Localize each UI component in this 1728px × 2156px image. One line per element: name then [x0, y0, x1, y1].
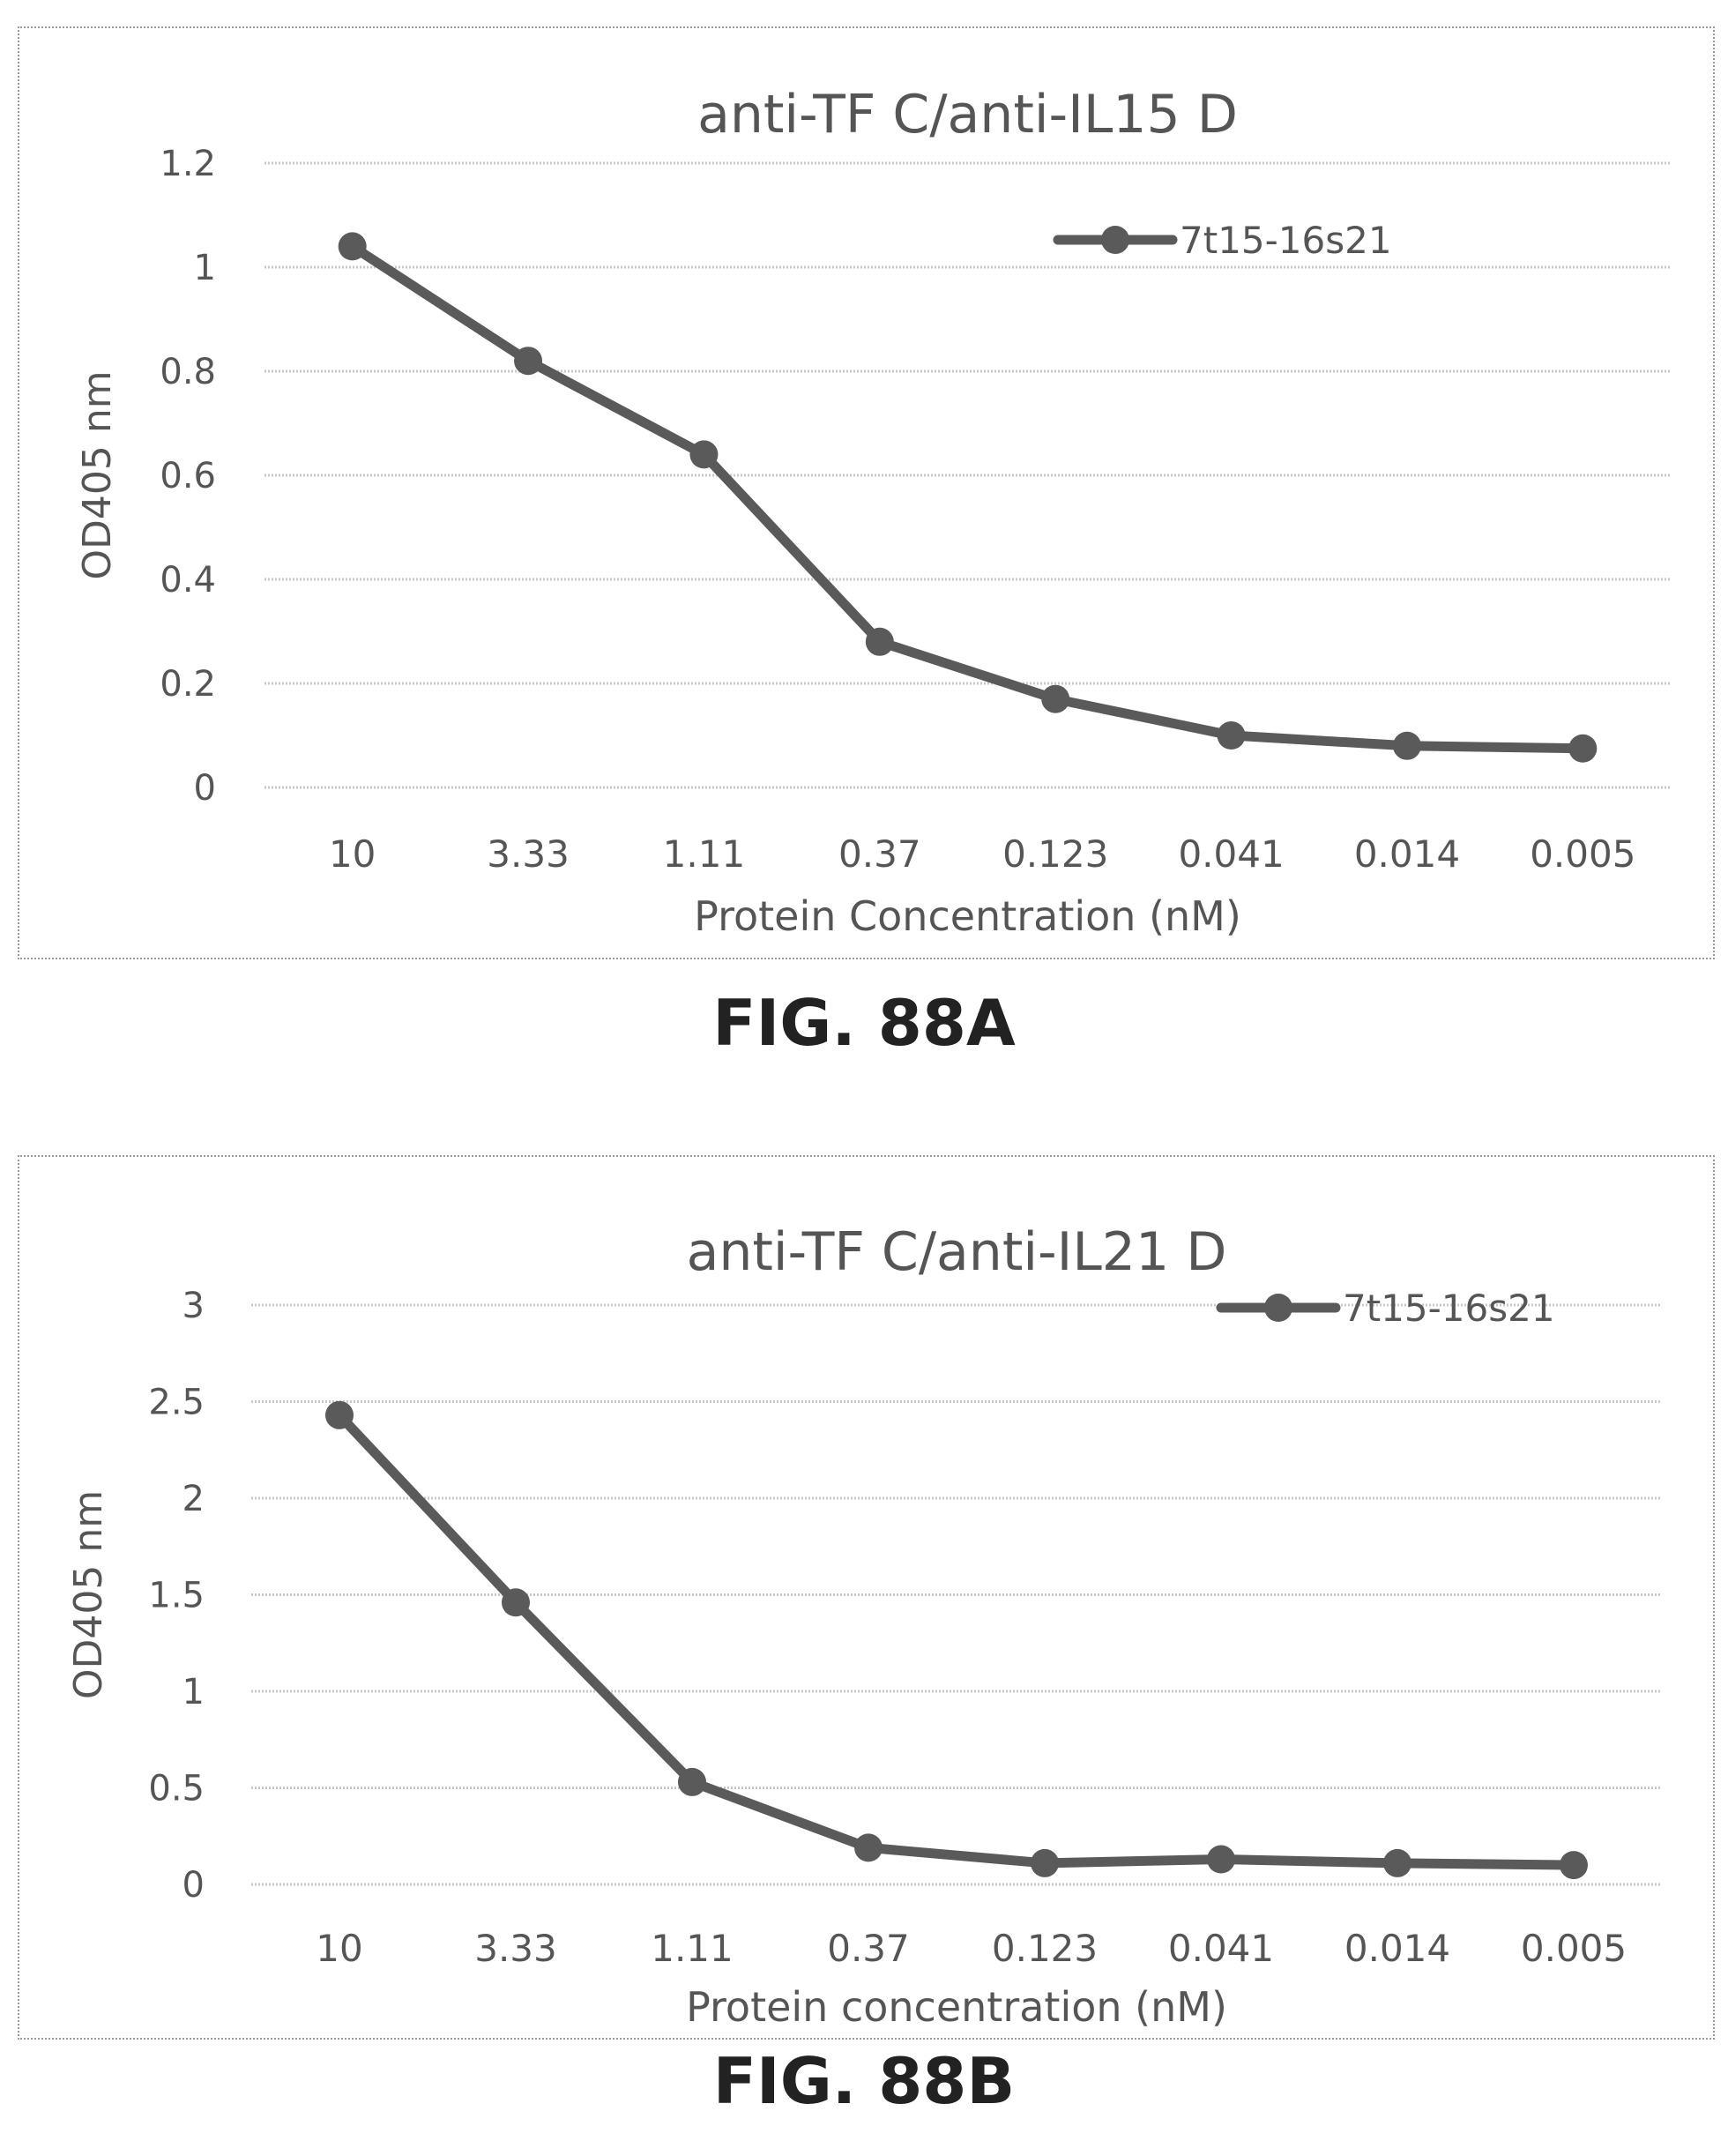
- chart-panel-a: anti-TF C/anti-IL15 D 0 0.2 0.4 0.6 0.8 1 1.2 10…: [0, 0, 1728, 1041]
- figure-label-a: FIG. 88A: [0, 986, 1728, 1060]
- line-chart-b: anti-TF C/anti-IL21 D 0 0.5 1 1.5 2 2.5 3 10 3.33…: [0, 1085, 1728, 2055]
- x-tick-label: 3.33: [487, 832, 570, 876]
- x-tick-label: 1.11: [663, 832, 746, 876]
- chart-title: anti-TF C/anti-IL15 D: [697, 84, 1238, 145]
- y-tick-label: 0.2: [160, 664, 216, 705]
- data-point: [1031, 1849, 1059, 1877]
- series-line: [353, 246, 1583, 748]
- y-tick-label: 0: [194, 768, 216, 809]
- line-chart-a: anti-TF C/anti-IL15 D 0 0.2 0.4 0.6 0.8 1 1.2 10…: [0, 0, 1728, 979]
- x-tick-label: 1.11: [651, 1927, 734, 1970]
- legend-label: 7t15-16s21: [1180, 219, 1392, 262]
- y-tick-label: 1: [194, 248, 216, 288]
- x-axis-label: Protein concentration (nM): [686, 1983, 1227, 2031]
- x-tick-label: 0.005: [1521, 1927, 1627, 1970]
- x-axis-label: Protein Concentration (nM): [694, 892, 1241, 940]
- x-tick-label: 10: [316, 1927, 362, 1970]
- y-tick-label: 1.5: [148, 1576, 205, 1616]
- y-tick-label: 3: [182, 1286, 205, 1326]
- x-tick-label: 10: [329, 832, 376, 876]
- x-tick-label: 0.37: [827, 1927, 910, 1970]
- data-point: [339, 232, 367, 260]
- data-point: [866, 628, 894, 656]
- x-tick-label: 3.33: [474, 1927, 557, 1970]
- x-tick-label: 0.041: [1178, 832, 1284, 876]
- y-tick-label: 0: [182, 1865, 205, 1906]
- data-point: [689, 440, 718, 468]
- data-point: [678, 1768, 706, 1796]
- y-tick-label: 0.6: [160, 456, 216, 496]
- data-point: [1207, 1846, 1235, 1874]
- data-point: [854, 1833, 883, 1861]
- data-point: [1383, 1849, 1411, 1877]
- figure-label-b: FIG. 88B: [0, 2044, 1728, 2118]
- x-tick-label: 0.005: [1530, 832, 1635, 876]
- x-tick-label: 0.37: [838, 832, 921, 876]
- legend-marker: [1264, 1294, 1292, 1322]
- series-line: [339, 1415, 1574, 1865]
- data-point: [1041, 685, 1069, 713]
- data-point: [1393, 732, 1421, 760]
- y-tick-label: 0.4: [160, 560, 216, 601]
- y-tick-label: 2: [182, 1479, 205, 1519]
- x-tick-label: 0.014: [1354, 832, 1460, 876]
- chart-panel-b: anti-TF C/anti-IL21 D 0 0.5 1 1.5 2 2.5 3 10 3.33…: [0, 1085, 1728, 2156]
- x-tick-label: 0.041: [1168, 1927, 1274, 1970]
- x-tick-label: 0.123: [1002, 832, 1108, 876]
- data-point: [1560, 1851, 1588, 1879]
- legend-label: 7t15-16s21: [1343, 1287, 1555, 1330]
- x-tick-label: 0.014: [1344, 1927, 1450, 1970]
- y-axis-label: OD405 nm: [66, 1490, 111, 1699]
- data-point: [502, 1588, 530, 1616]
- data-point: [514, 347, 542, 375]
- y-axis-label: OD405 nm: [75, 370, 120, 579]
- y-tick-label: 0.8: [160, 352, 216, 392]
- x-tick-label: 0.123: [992, 1927, 1098, 1970]
- chart-title: anti-TF C/anti-IL21 D: [687, 1221, 1227, 1283]
- data-point: [1218, 721, 1246, 750]
- y-tick-label: 1: [182, 1672, 205, 1712]
- legend-marker: [1101, 226, 1129, 254]
- data-point: [325, 1401, 354, 1429]
- y-tick-label: 0.5: [148, 1769, 205, 1809]
- y-tick-label: 2.5: [148, 1383, 205, 1423]
- y-tick-label: 1.2: [160, 144, 216, 184]
- data-point: [1568, 735, 1597, 763]
